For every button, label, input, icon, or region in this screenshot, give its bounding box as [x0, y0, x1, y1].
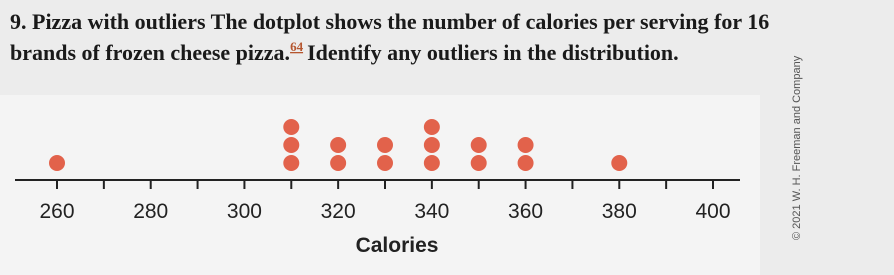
- dot: [377, 137, 393, 153]
- x-tick-label: 360: [508, 200, 543, 223]
- plot-area: [0, 95, 760, 275]
- dot: [423, 119, 440, 135]
- dot: [377, 155, 393, 171]
- dot: [611, 155, 628, 171]
- problem-text: Identify any outliers in the distributio…: [307, 40, 679, 65]
- x-axis-label: Calories: [356, 234, 439, 257]
- dot: [283, 137, 300, 153]
- x-tick-label: 280: [133, 200, 168, 223]
- x-tick-label: 320: [321, 200, 356, 223]
- problem-text: brands of frozen cheese pizza.: [10, 40, 290, 65]
- dot: [470, 155, 487, 171]
- problem-title: Pizza with outliers: [32, 9, 206, 34]
- dot: [423, 155, 440, 171]
- credit: © 2021 W. H. Freeman and Company: [791, 55, 803, 240]
- problem-text: The dotplot shows the number of calories…: [211, 9, 770, 34]
- x-tick-label: 260: [39, 200, 74, 223]
- x-tick-label: 340: [414, 200, 449, 223]
- dot: [517, 137, 534, 153]
- x-tick-label: 380: [602, 200, 637, 223]
- x-tick-label: 400: [695, 200, 730, 223]
- footnote: 64: [290, 39, 304, 54]
- dot: [470, 137, 487, 153]
- dot: [423, 137, 440, 153]
- dot: [330, 137, 347, 153]
- problem-line-2: brands of frozen cheese pizza.64 Identify…: [10, 39, 679, 65]
- dot: [49, 155, 65, 171]
- dot: [283, 155, 300, 171]
- dot: [283, 119, 300, 135]
- problem-line-1: 9. Pizza with outliers The dotplot shows…: [10, 9, 769, 34]
- problem-number: 9.: [10, 9, 27, 34]
- x-tick-label: 300: [227, 200, 262, 223]
- dot: [330, 155, 347, 171]
- dot: [517, 155, 534, 171]
